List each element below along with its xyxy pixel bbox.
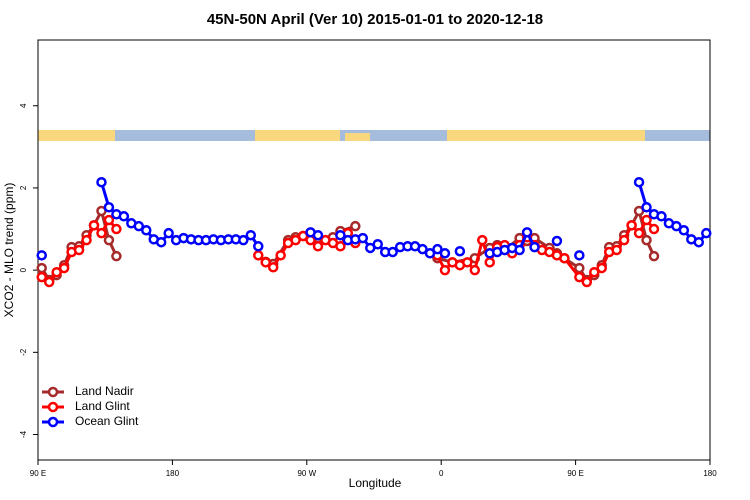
data-point xyxy=(477,234,488,246)
x-tick-label: 180 xyxy=(703,469,717,478)
x-tick-label: 0 xyxy=(439,469,444,478)
y-tick-label: 4 xyxy=(19,103,28,108)
data-point xyxy=(439,248,451,259)
data-point xyxy=(111,250,122,262)
data-point xyxy=(111,223,122,235)
data-point xyxy=(372,238,383,250)
data-point xyxy=(641,202,652,213)
data-point xyxy=(58,262,70,274)
data-point xyxy=(417,243,428,255)
data-point xyxy=(484,257,495,268)
data-point xyxy=(312,241,324,252)
data-point xyxy=(335,229,346,241)
y-tick-label: 0 xyxy=(19,267,28,272)
data-point xyxy=(36,271,47,283)
data-point xyxy=(155,236,167,248)
data-point xyxy=(589,266,600,278)
data-point xyxy=(335,241,346,252)
data-point xyxy=(267,262,279,273)
data-point xyxy=(73,244,85,256)
data-point xyxy=(641,214,652,226)
data-point xyxy=(88,220,100,231)
data-point xyxy=(693,236,705,248)
data-point xyxy=(290,234,301,246)
data-point xyxy=(514,244,525,256)
legend-marker xyxy=(47,416,59,428)
data-point xyxy=(521,227,533,238)
data-point xyxy=(656,211,667,222)
y-tick-label: 2 xyxy=(19,185,28,190)
data-point xyxy=(574,271,585,283)
chart-title: 45N-50N April (Ver 10) 2015-01-01 to 202… xyxy=(207,11,543,28)
data-point xyxy=(133,220,145,232)
legend-label: Land Nadir xyxy=(75,384,134,398)
data-point xyxy=(253,250,264,261)
data-point xyxy=(312,229,324,241)
land-ocean-strip xyxy=(38,130,710,141)
legend-marker xyxy=(47,386,59,398)
data-point xyxy=(626,220,637,231)
data-point xyxy=(574,262,585,274)
data-point xyxy=(253,241,264,252)
data-point xyxy=(51,266,62,278)
data-point xyxy=(424,248,436,259)
data-point xyxy=(387,246,398,258)
data-point xyxy=(275,250,286,261)
data-point xyxy=(454,245,466,257)
data-point xyxy=(618,234,630,246)
data-point xyxy=(43,276,55,288)
data-point xyxy=(163,227,174,239)
data-point xyxy=(36,262,47,274)
legend-marker xyxy=(47,401,59,413)
data-point xyxy=(462,257,473,268)
data-point xyxy=(357,232,369,244)
data-point xyxy=(551,235,563,247)
data-point xyxy=(81,234,92,246)
data-point xyxy=(245,229,257,241)
data-point xyxy=(260,257,271,268)
data-point xyxy=(641,234,652,246)
data-point xyxy=(36,250,47,261)
y-tick-label: -2 xyxy=(19,348,28,356)
data-point xyxy=(96,176,107,188)
data-point xyxy=(596,262,607,274)
data-point xyxy=(678,225,690,236)
data-point xyxy=(432,243,443,255)
data-point xyxy=(238,234,249,246)
data-point xyxy=(671,220,682,232)
data-point xyxy=(648,250,660,262)
data-point xyxy=(118,211,130,222)
data-point xyxy=(633,227,645,239)
legend-label: Ocean Glint xyxy=(75,414,139,428)
y-axis-label: XCO2 - MLO trend (ppm) xyxy=(2,183,16,318)
data-point xyxy=(701,227,712,239)
data-point xyxy=(469,264,481,276)
legend-label: Land Glint xyxy=(75,399,130,413)
data-point xyxy=(648,223,660,235)
x-tick-label: 90 E xyxy=(30,469,46,478)
data-point xyxy=(103,202,115,213)
data-point xyxy=(350,220,361,232)
x-axis-label: Longitude xyxy=(349,476,402,490)
y-tick-label: -4 xyxy=(19,430,28,438)
data-point xyxy=(581,276,593,288)
data-point xyxy=(141,225,152,236)
data-point xyxy=(439,264,451,276)
x-tick-label: 90 W xyxy=(297,469,316,478)
data-point xyxy=(633,176,645,188)
data-point xyxy=(96,227,107,239)
plot-frame xyxy=(37,39,711,461)
x-tick-label: 90 E xyxy=(567,469,583,478)
data-point xyxy=(574,250,585,261)
data-point xyxy=(529,241,540,253)
x-tick-label: 180 xyxy=(166,469,180,478)
data-point xyxy=(103,214,115,226)
data-point xyxy=(559,252,570,264)
data-point xyxy=(103,234,115,246)
data-point xyxy=(611,244,622,256)
